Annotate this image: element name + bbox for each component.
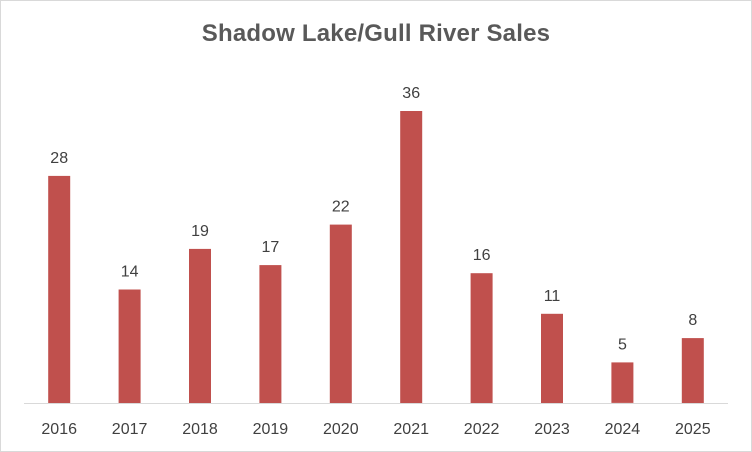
data-label-2018: 19 [191, 223, 209, 240]
data-label-2023: 11 [544, 288, 561, 305]
x-tick-label-2025: 2025 [675, 421, 711, 438]
data-label-2017: 14 [121, 264, 139, 281]
bar-2022 [470, 273, 493, 403]
bar-2017 [118, 289, 141, 403]
data-label-2019: 17 [262, 239, 280, 256]
bar-2024 [611, 362, 634, 403]
bar-2021 [400, 111, 423, 403]
x-tick-label-2023: 2023 [534, 421, 570, 438]
bar-2019 [259, 265, 282, 403]
bar-2018 [189, 248, 211, 403]
x-tick-label-2016: 2016 [41, 421, 77, 438]
x-tick-label-2021: 2021 [393, 421, 429, 438]
bar-2023 [541, 313, 563, 403]
bar-2025 [681, 338, 704, 403]
x-tick-label-2022: 2022 [464, 421, 500, 438]
data-label-2021: 36 [402, 85, 420, 102]
data-label-2020: 22 [332, 199, 350, 216]
chart-title: Shadow Lake/Gull River Sales [201, 20, 551, 47]
bar-series [48, 111, 704, 403]
x-axis-tick-labels: 2016 2017 2018 2019 2020 2021 2022 2023 2024 2025 [41, 421, 710, 438]
x-tick-label-2024: 2024 [605, 421, 641, 438]
x-tick-label-2020: 2020 [323, 421, 359, 438]
x-tick-label-2019: 2019 [253, 421, 289, 438]
data-label-2022: 16 [473, 247, 491, 264]
x-tick-label-2017: 2017 [112, 421, 148, 438]
data-labels: 28 14 19 17 22 36 16 11 5 8 [50, 85, 697, 353]
data-label-2025: 8 [688, 312, 697, 329]
data-label-2016: 28 [50, 150, 68, 167]
data-label-2024: 5 [618, 336, 627, 353]
bar-2016 [48, 175, 71, 403]
bar-2020 [329, 224, 352, 403]
x-tick-label-2018: 2018 [182, 421, 218, 438]
